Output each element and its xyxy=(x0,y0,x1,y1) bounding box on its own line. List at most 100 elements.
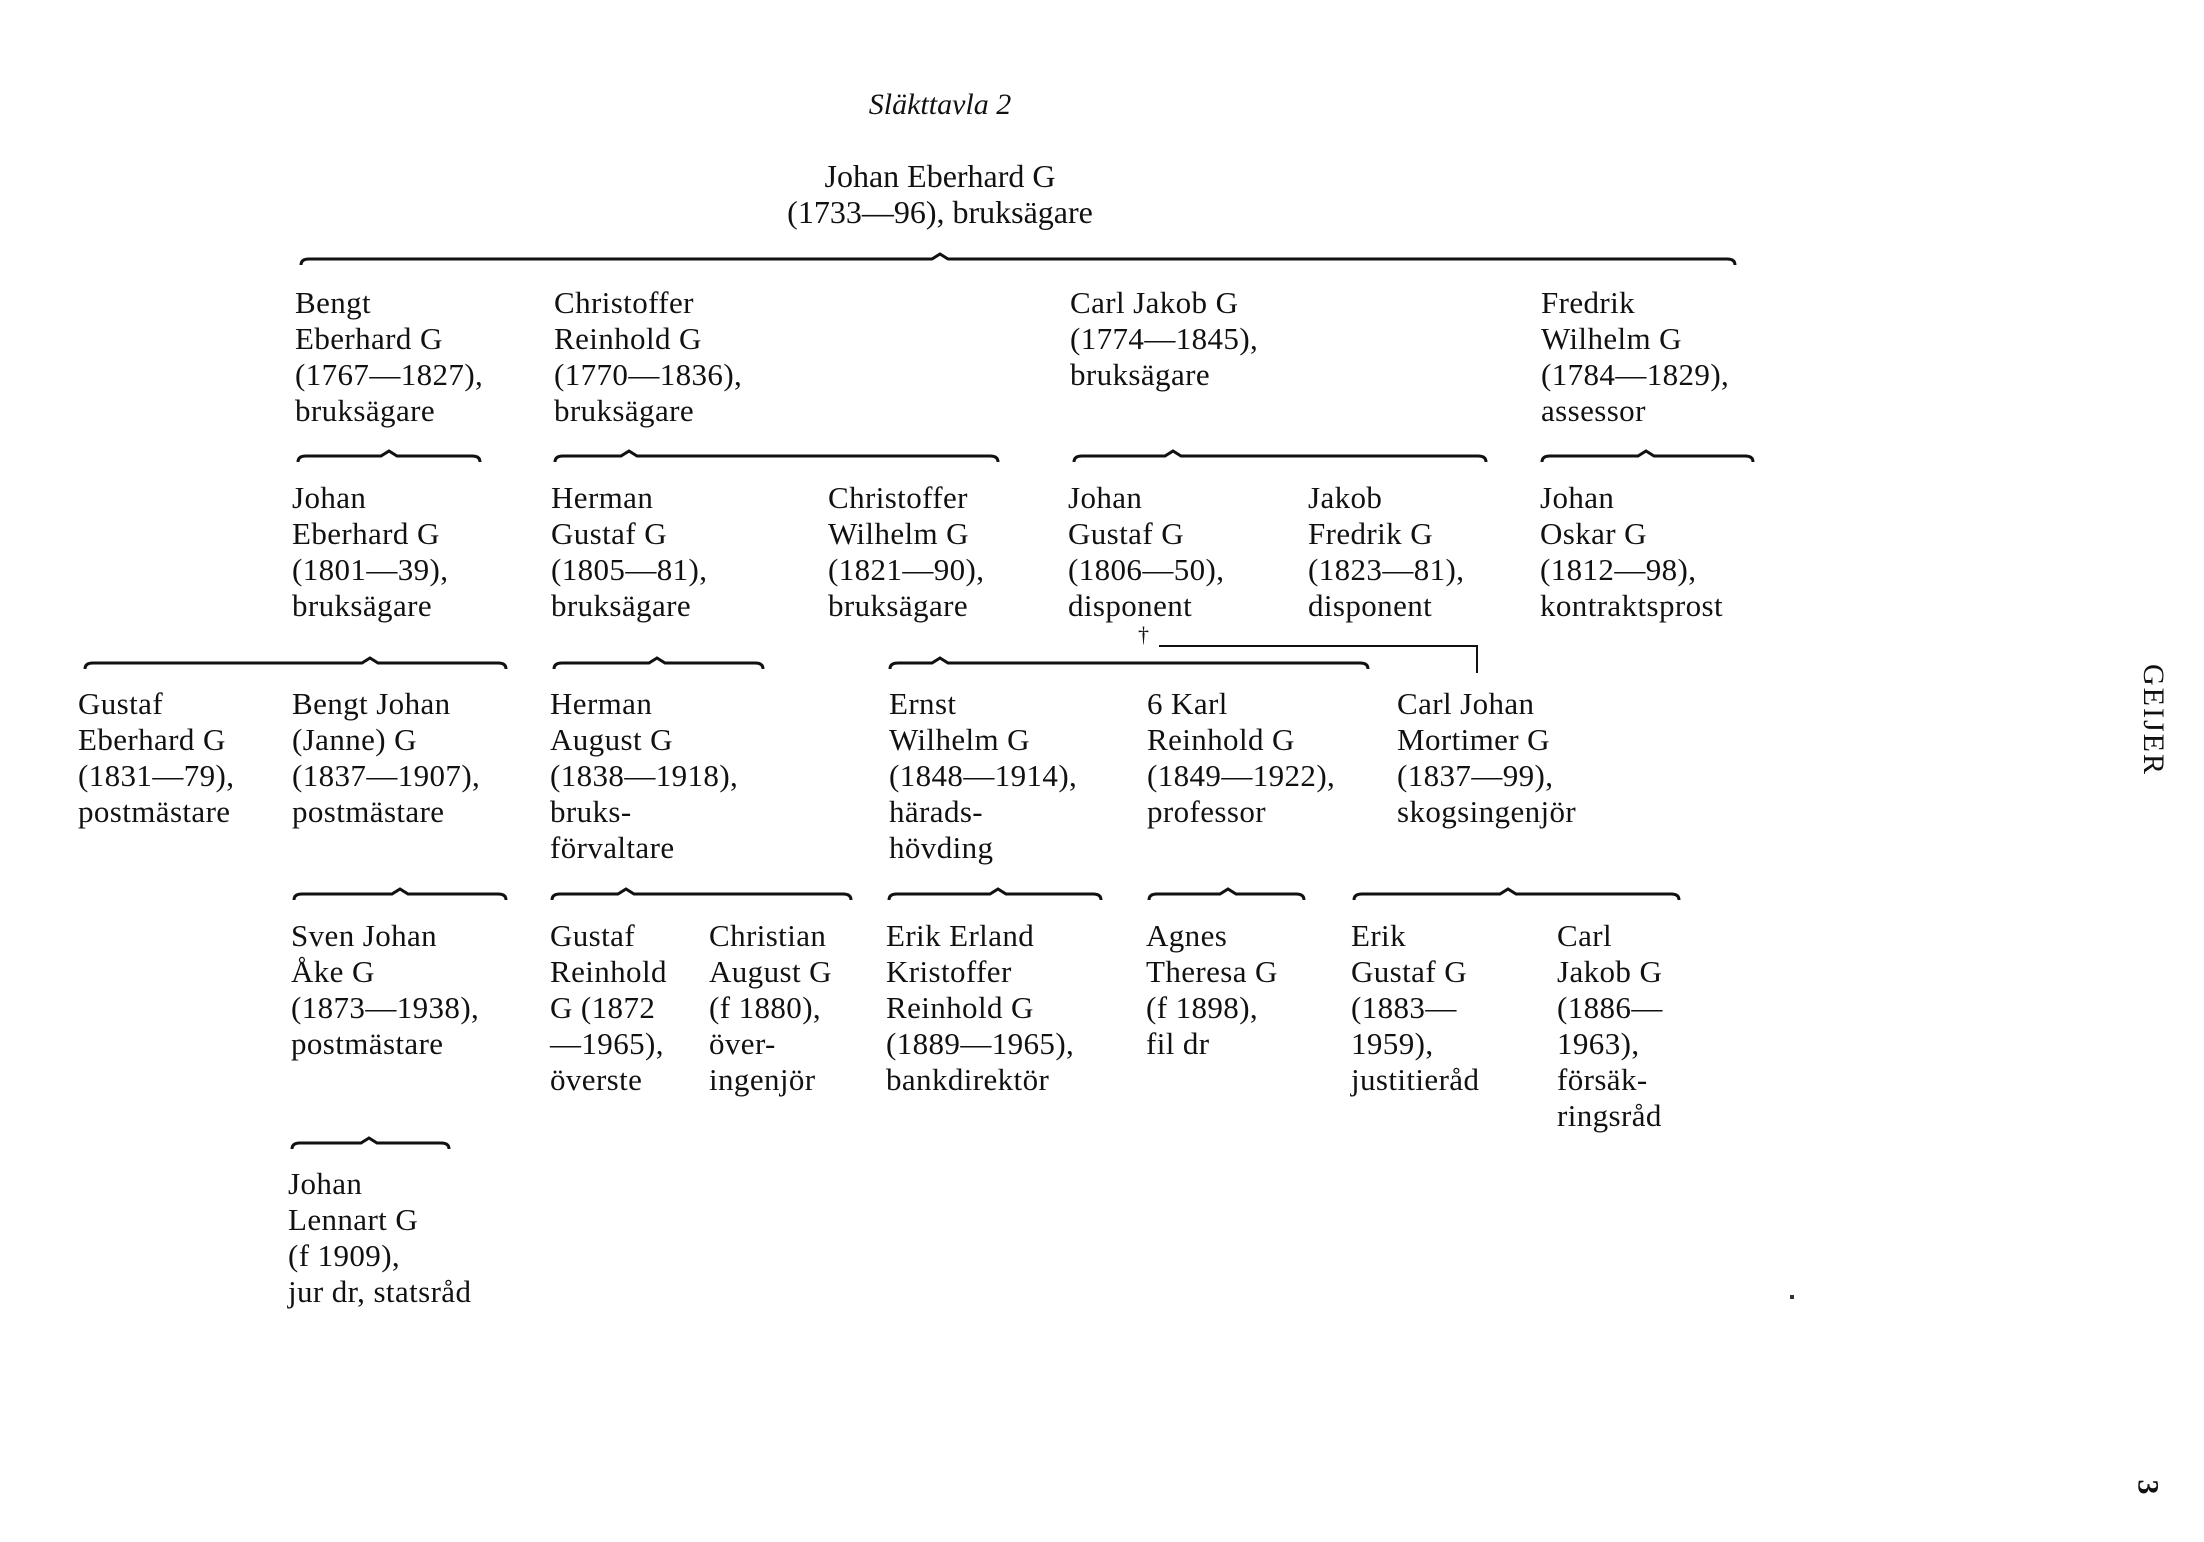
person-line: (f 1898), xyxy=(1146,990,1259,1025)
person-line: Herman xyxy=(550,686,653,721)
family-bracket xyxy=(553,449,1000,463)
person-entry: Christian August G (f 1880), över-ingenjör xyxy=(709,918,832,1098)
person-line: Mortimer G xyxy=(1397,722,1550,757)
person-entry: Johan Oskar G (1812—98), kontraktsprost xyxy=(1540,480,1723,624)
person-entry: Gustaf Eberhard G (1831—79), postmästare xyxy=(78,686,234,830)
person-entry: Carl Johan Mortimer G (1837—99), skogsingen… xyxy=(1397,686,1576,830)
person-line: bruksägare xyxy=(554,393,694,428)
person-line: bruksägare xyxy=(551,588,691,623)
person-line: Kristoffer xyxy=(886,954,1012,989)
person-line: Erik xyxy=(1351,918,1406,953)
person-entry: Johan Gustaf G (1806—50), disponent xyxy=(1068,480,1224,624)
person-line: härads- xyxy=(889,794,984,829)
person-line: Gustaf xyxy=(550,918,636,953)
family-bracket xyxy=(290,1136,451,1150)
person-line: över- xyxy=(709,1026,776,1061)
person-line: försäk- xyxy=(1557,1062,1648,1097)
family-bracket xyxy=(1352,887,1681,901)
person-line: Johan Eberhard G xyxy=(824,158,1056,194)
person-line: (1889—1965), xyxy=(886,1026,1075,1061)
person-line: Gustaf G xyxy=(1351,954,1467,989)
family-bracket xyxy=(888,656,1370,670)
person-line: disponent xyxy=(1068,588,1193,623)
person-line: postmästare xyxy=(291,1026,444,1061)
person-line: Reinhold G xyxy=(1147,722,1295,757)
family-bracket xyxy=(292,887,508,901)
person-line: skogsingenjör xyxy=(1397,794,1577,829)
person-entry: Bengt Johan (Janne) G (1837—1907), postmäst… xyxy=(292,686,480,830)
person-line: Johan xyxy=(288,1166,363,1201)
person-line: Ernst xyxy=(889,686,957,721)
person-line: Fredrik G xyxy=(1308,516,1433,551)
person-entry: Erik Gustaf G (1883— 1959), justitieråd xyxy=(1351,918,1479,1098)
remarriage-connector xyxy=(1159,645,1478,673)
person-line: (1801—39), xyxy=(292,552,449,587)
person-line: hövding xyxy=(889,830,994,865)
person-line: Jakob G xyxy=(1557,954,1663,989)
family-bracket xyxy=(1072,449,1488,463)
person-line: postmästare xyxy=(78,794,231,829)
person-line: (1767—1827), xyxy=(295,357,484,392)
person-entry: Johan Lennart G (f 1909), jur dr, statsråd xyxy=(288,1166,471,1310)
person-line: Christoffer xyxy=(554,285,694,320)
family-bracket xyxy=(299,252,1737,266)
person-line: G (1872 xyxy=(550,990,656,1025)
person-line: (1848—1914), xyxy=(889,758,1078,793)
person-entry: Johan Eberhard G (1801—39), bruksägare xyxy=(292,480,448,624)
person-entry: Carl Jakob G (1774—1845), bruksägare xyxy=(1070,285,1258,393)
person-line: (1821—90), xyxy=(828,552,985,587)
person-line: (1831—79), xyxy=(78,758,235,793)
person-line: (1774—1845), xyxy=(1070,321,1259,356)
person-line: postmästare xyxy=(292,794,445,829)
person-line: (1849—1922), xyxy=(1147,758,1336,793)
person-line: Christian xyxy=(709,918,827,953)
person-entry: Fredrik Wilhelm G (1784—1829), assessor xyxy=(1541,285,1729,429)
person-line: assessor xyxy=(1541,393,1646,428)
person-line: Agnes xyxy=(1146,918,1228,953)
person-line: bruksägare xyxy=(828,588,968,623)
person-line: (1883— xyxy=(1351,990,1457,1025)
person-line: Johan xyxy=(1068,480,1143,515)
person-line: Carl Johan xyxy=(1397,686,1535,721)
table-title: Släkttavla 2 xyxy=(868,88,1012,121)
person-line: 6 Karl xyxy=(1147,686,1228,721)
person-line: Carl xyxy=(1557,918,1612,953)
person-line: Eberhard G xyxy=(295,321,443,356)
person-line: (1812—98), xyxy=(1540,552,1697,587)
person-line: Reinhold G xyxy=(886,990,1034,1025)
family-bracket xyxy=(552,656,765,670)
person-entry: Bengt Eberhard G (1767—1827), bruksägare xyxy=(295,285,483,429)
person-line: Johan xyxy=(292,480,367,515)
person-line: August G xyxy=(709,954,832,989)
person-line: Herman xyxy=(551,480,654,515)
side-label: GEIJER xyxy=(2137,664,2170,776)
person-line: Erik Erland xyxy=(886,918,1035,953)
person-entry: Christoffer Reinhold G (1770—1836), bruksäg… xyxy=(554,285,742,429)
person-entry: 6 Karl Reinhold G (1849—1922), professor xyxy=(1147,686,1335,830)
person-entry: Christoffer Wilhelm G (1821—90), bruksägare xyxy=(828,480,984,624)
person-line: 1963), xyxy=(1557,1026,1640,1061)
person-line: Eberhard G xyxy=(78,722,226,757)
person-line: (1805—81), xyxy=(551,552,708,587)
person-line: Christoffer xyxy=(828,480,968,515)
person-line: Wilhelm G xyxy=(828,516,969,551)
person-line: bruksägare xyxy=(295,393,435,428)
person-line: August G xyxy=(550,722,673,757)
person-entry: Agnes Theresa G (f 1898), fil dr xyxy=(1146,918,1278,1062)
person-line: Bengt Johan xyxy=(292,686,451,721)
person-line: Oskar G xyxy=(1540,516,1647,551)
person-line: (1733—96), bruksägare xyxy=(787,194,1093,230)
person-line: Sven Johan xyxy=(291,918,438,953)
person-entry: Carl Jakob G (1886— 1963), försäk-ringsråd xyxy=(1557,918,1663,1134)
person-line: jur dr, statsråd xyxy=(288,1274,472,1309)
person-line: överste xyxy=(550,1062,643,1097)
person-entry: Herman Gustaf G (1805—81), bruksägare xyxy=(551,480,707,624)
person-line: (1837—99), xyxy=(1397,758,1554,793)
person-line: bruksägare xyxy=(292,588,432,623)
person-line: (f 1909), xyxy=(288,1238,401,1273)
page-number: 3 xyxy=(2131,1479,2165,1495)
person-line: disponent xyxy=(1308,588,1433,623)
person-line: förvaltare xyxy=(550,830,675,865)
person-line: ingenjör xyxy=(709,1062,816,1097)
